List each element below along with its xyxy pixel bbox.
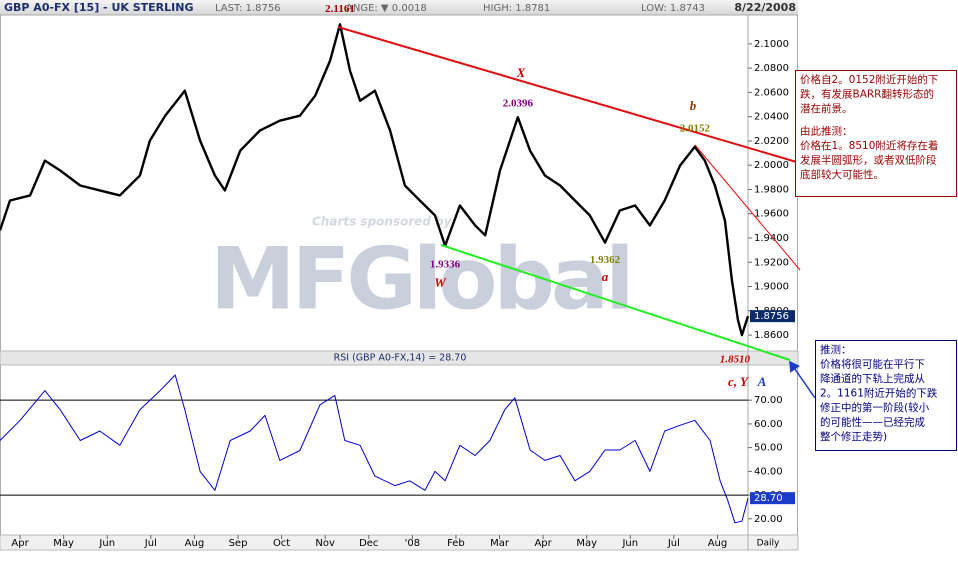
y-tick-label: 2.0400 — [754, 112, 789, 123]
current-value-box — [750, 492, 795, 505]
wave-label: b — [690, 98, 697, 113]
note-line: 跌，有发展BARR翻转形态的 — [800, 88, 934, 101]
rsi-title-bar — [0, 350, 799, 366]
x-tick-label: Feb — [447, 538, 465, 549]
y-tick-label: 2.0800 — [754, 63, 789, 74]
note-line: 的可能性——已经完成 — [820, 416, 925, 429]
x-tick-label: Jul — [667, 538, 680, 549]
annotation: 2.0396 — [503, 98, 534, 110]
note-line: 发展半圆弧形，或者双低阶段 — [800, 154, 937, 167]
annotation: 2.1161 — [325, 3, 355, 15]
plot-layer: 1.86001.88001.90001.92001.94001.96001.98… — [0, 23, 789, 549]
x-tick-label: Jul — [144, 538, 157, 549]
symbol: GBP A0-FX [15] - UK STERLING — [4, 1, 193, 14]
wave-label: X — [516, 65, 526, 80]
note-box — [795, 70, 957, 197]
y-tick-label: 2.0200 — [754, 136, 789, 147]
date: 8/22/2008 — [734, 1, 796, 14]
y-tick-label: 2.0000 — [754, 160, 789, 171]
x-tick-label: Jun — [98, 538, 115, 549]
x-tick-label: '08 — [405, 538, 420, 549]
trend-line — [694, 144, 801, 271]
low: LOW: 1.8743 — [641, 3, 705, 14]
current-value-label: 1.8756 — [754, 311, 789, 322]
annotation: 2.0152 — [680, 122, 711, 134]
current-value-label: 28.70 — [754, 493, 783, 504]
note-line: 整个修正走势) — [820, 430, 887, 443]
channel-lower — [440, 244, 791, 361]
y-tick-label: 2.0600 — [754, 87, 789, 98]
x-tick-label: Mar — [490, 538, 510, 549]
note-line: 潜在前景。 — [800, 102, 853, 115]
y-tick-label: 20.00 — [754, 514, 783, 525]
series-line — [0, 23, 750, 337]
y-tick-label: 1.9000 — [754, 282, 789, 293]
x-tick-label: May — [576, 538, 597, 549]
note-line: 推测： — [820, 343, 852, 356]
y-tick-label: 50.00 — [754, 443, 783, 454]
annotation: 1.9336 — [430, 258, 461, 270]
channel-upper — [337, 26, 801, 164]
note-box — [815, 340, 957, 451]
x-tick-label: Nov — [315, 538, 335, 549]
series-line — [0, 374, 749, 524]
y-tick-label: 1.9200 — [754, 257, 789, 268]
x-tick-label: Oct — [273, 538, 290, 549]
x-tick-label: Apr — [534, 538, 552, 549]
x-tick-label: Apr — [11, 538, 29, 549]
y-tick-label: 40.00 — [754, 466, 783, 477]
note-line: 修正中的第一阶段(较小 — [820, 401, 930, 414]
note-line: 价格在1。8510附近将存在着 — [800, 139, 938, 152]
y-tick-label: 1.9400 — [754, 233, 789, 244]
logo: MFGlobal — [210, 229, 631, 329]
sponsor: Charts sponsored by — [312, 215, 453, 229]
note-arrow — [789, 360, 816, 399]
y-tick-label: 1.9800 — [754, 184, 789, 195]
x-axis-bar — [0, 534, 799, 551]
y-tick-label: 70.00 — [754, 395, 783, 406]
y-tick-label: 1.9600 — [754, 209, 789, 220]
frequency: Daily — [757, 539, 780, 549]
annotation: 1.8510 — [720, 354, 751, 366]
wave-label: A — [757, 374, 767, 389]
x-tick-label: May — [53, 538, 74, 549]
note-line: 价格将很可能在平行下 — [820, 358, 925, 371]
note-line: 由此推测： — [800, 125, 853, 138]
note-line: 2。1161附近开始的下跌 — [820, 387, 938, 400]
x-tick-label: Jun — [621, 538, 638, 549]
last: LAST: 1.8756 — [215, 3, 281, 14]
y-tick-label: 1.8600 — [754, 330, 789, 341]
current-value-box — [750, 310, 795, 323]
high: HIGH: 1.8781 — [483, 3, 550, 14]
chart-frame — [0, 14, 798, 551]
overlay-layer: 1.8756 2.1161 2.0396 2.0152 1.9336 1.9362 1.85… — [325, 3, 938, 505]
wave-label: a — [602, 269, 609, 284]
note-line: 降通道的下轨上完成从 — [820, 372, 925, 385]
rsi-title: RSI (GBP A0-FX,14) = 28.70 — [334, 353, 467, 364]
note-line: 底部较大可能性。 — [800, 168, 884, 181]
note-line: 价格自2。0152附近开始的下 — [800, 73, 938, 86]
y-tick-label: 2.1000 — [754, 39, 789, 50]
wave-label: W — [434, 275, 447, 290]
x-tick-label: Aug — [708, 538, 728, 549]
x-tick-label: Aug — [185, 538, 205, 549]
y-tick-label: 60.00 — [754, 419, 783, 430]
wave-label: c, Y — [728, 374, 749, 389]
change: ANGE: ▼ 0.0018 — [346, 3, 427, 14]
x-tick-label: Sep — [229, 538, 248, 549]
header-bar — [0, 0, 798, 15]
x-tick-label: Dec — [359, 538, 378, 549]
annotation: 1.9362 — [590, 254, 621, 266]
